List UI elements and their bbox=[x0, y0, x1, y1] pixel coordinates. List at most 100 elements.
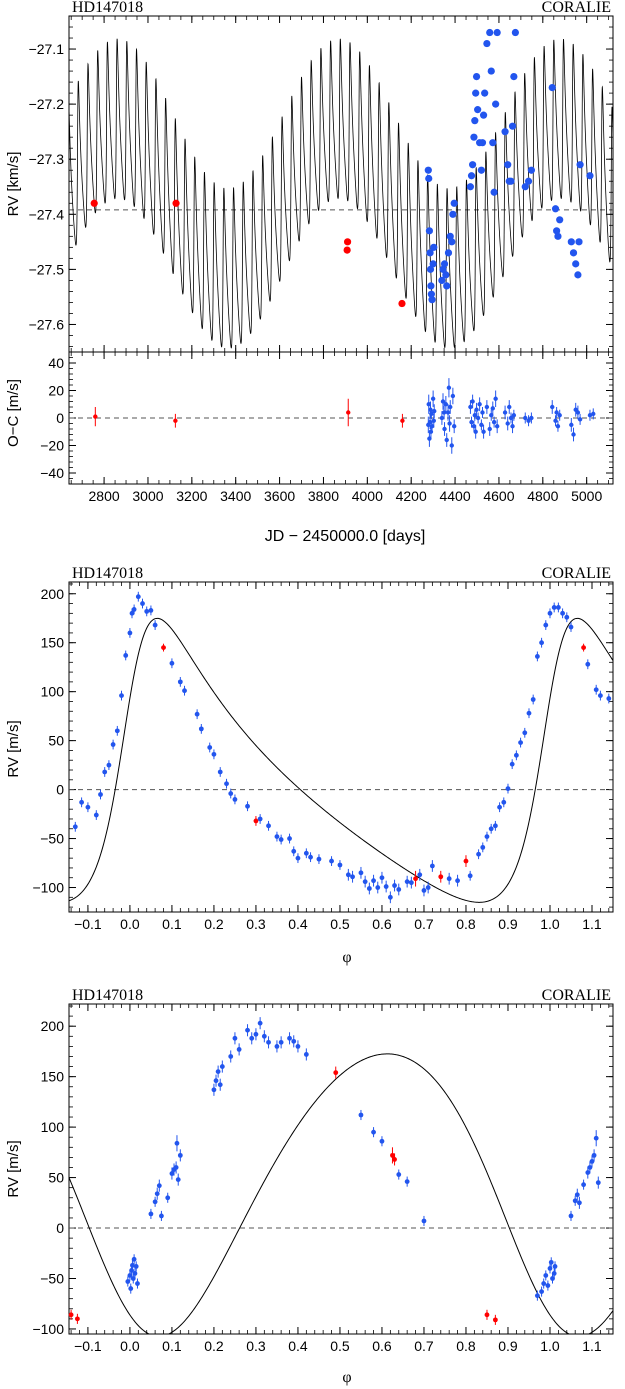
coralie-post-point bbox=[133, 1263, 139, 1269]
coralie-post-point bbox=[417, 872, 423, 878]
coralie-post-point bbox=[508, 122, 517, 130]
phase-b-panel: HD147018 CORALIE RV [m/s] φ −100 −50 0 50 10… bbox=[5, 565, 614, 966]
coralie-post-point bbox=[350, 874, 355, 880]
coralie-post-point bbox=[593, 687, 599, 693]
coralie-post-point bbox=[470, 133, 478, 141]
x-tick-label: 0.5 bbox=[330, 1338, 350, 1354]
coralie-post-point bbox=[132, 1271, 138, 1276]
coralie-post-point bbox=[569, 422, 574, 428]
coralie-pre-point bbox=[93, 414, 98, 419]
y-tick-label: −27.1 bbox=[29, 41, 65, 57]
coralie-post-point bbox=[266, 823, 271, 829]
coralie-post-point bbox=[443, 402, 449, 407]
coralie-post-point bbox=[564, 614, 570, 620]
coralie-post-point bbox=[572, 1198, 578, 1204]
coralie-post-point bbox=[156, 1183, 162, 1189]
coralie-post-point bbox=[502, 410, 508, 415]
y-axis-label: RV [km/s] bbox=[5, 152, 22, 217]
coralie-post-point bbox=[431, 418, 436, 423]
coralie-post-point bbox=[474, 407, 479, 412]
coralie-post-point bbox=[529, 415, 534, 421]
coralie-post-point bbox=[472, 89, 480, 97]
coralie-post-point bbox=[245, 1027, 250, 1033]
coralie-post-point bbox=[152, 622, 158, 628]
x-tick-label: 1.0 bbox=[540, 916, 560, 932]
coralie-post-point bbox=[224, 781, 229, 787]
star-name-label: HD147018 bbox=[72, 565, 143, 582]
coralie-post-point bbox=[379, 1138, 385, 1144]
coralie-post-point bbox=[490, 188, 498, 196]
coralie-post-point bbox=[232, 1035, 238, 1041]
x-axis-label: φ bbox=[342, 1369, 351, 1386]
phase-c-panel: HD147018 CORALIE RV [m/s] φ −100 −50 0 50 10… bbox=[5, 987, 614, 1386]
x-tick-label: 1.1 bbox=[582, 1338, 602, 1354]
coralie-post-point bbox=[425, 885, 431, 890]
coralie-post-point bbox=[98, 792, 103, 797]
coralie-post-point bbox=[430, 243, 438, 251]
coralie-post-point bbox=[497, 804, 502, 810]
coralie-post-point bbox=[534, 654, 540, 659]
coralie-post-point bbox=[446, 232, 454, 240]
coralie-post-point bbox=[487, 67, 495, 75]
coralie-post-point bbox=[152, 1199, 158, 1205]
coralie-post-point bbox=[131, 607, 137, 612]
coralie-post-point bbox=[510, 72, 518, 81]
coralie-post-point bbox=[553, 418, 558, 423]
x-tick-label: 0.2 bbox=[204, 1338, 224, 1354]
coralie-post-point bbox=[509, 761, 515, 767]
coralie-post-point bbox=[574, 271, 582, 279]
coralie-post-point bbox=[556, 216, 564, 224]
coralie-post-point bbox=[175, 1177, 181, 1182]
y-tick-label: −27.4 bbox=[29, 206, 65, 222]
coralie-post-point bbox=[295, 855, 301, 861]
coralie-post-point bbox=[484, 404, 490, 410]
coralie-post-point bbox=[177, 1152, 183, 1158]
y-tick-label: −27.2 bbox=[29, 96, 65, 112]
coralie-post-point bbox=[554, 410, 559, 415]
coralie-post-point bbox=[451, 424, 457, 429]
coralie-post-point bbox=[574, 1192, 580, 1198]
coralie-pre-point bbox=[253, 818, 259, 824]
plot-frame bbox=[68, 581, 614, 913]
coralie-post-point bbox=[553, 227, 561, 235]
coralie-post-point bbox=[507, 177, 515, 185]
y-tick-label: 50 bbox=[48, 733, 64, 749]
coralie-pre-point bbox=[413, 876, 418, 882]
coralie-post-point bbox=[492, 823, 498, 829]
coralie-post-point bbox=[568, 624, 574, 630]
coralie-post-point bbox=[102, 769, 108, 775]
coralie-pre-point bbox=[68, 1312, 74, 1318]
coralie-post-point bbox=[429, 424, 435, 429]
coralie-post-point bbox=[217, 1082, 223, 1088]
coralie-post-point bbox=[513, 752, 519, 758]
x-tick-label: 0.2 bbox=[204, 916, 224, 932]
coralie-post-point bbox=[449, 210, 457, 218]
coralie-post-point bbox=[446, 385, 452, 390]
coralie-post-point bbox=[169, 1171, 175, 1176]
coralie-post-point bbox=[427, 290, 435, 298]
coralie-post-point bbox=[477, 402, 482, 407]
coralie-post-point bbox=[444, 249, 453, 257]
x-tick-label: −0.1 bbox=[74, 1338, 102, 1354]
coralie-post-point bbox=[379, 875, 385, 881]
coralie-post-point bbox=[593, 1135, 599, 1141]
coralie-post-point bbox=[261, 1033, 267, 1039]
coralie-post-point bbox=[444, 437, 449, 443]
coralie-post-point bbox=[371, 1129, 376, 1135]
coralie-pre-point bbox=[463, 858, 469, 864]
coralie-pre-point bbox=[346, 410, 351, 415]
coralie-post-point bbox=[530, 697, 536, 702]
coralie-post-point bbox=[569, 249, 578, 257]
coralie-post-point bbox=[477, 166, 485, 174]
x-tick-label: 1.1 bbox=[582, 916, 602, 932]
coralie-post-point bbox=[543, 622, 549, 628]
coralie-post-point bbox=[404, 879, 410, 885]
coralie-post-point bbox=[127, 630, 133, 636]
coralie-post-point bbox=[387, 894, 393, 900]
coralie-post-point bbox=[128, 1286, 134, 1291]
x-tick-label: 0.6 bbox=[372, 1338, 392, 1354]
x-tick-label: 0.4 bbox=[288, 916, 308, 932]
coralie-post-point bbox=[589, 1159, 595, 1164]
coralie-post-point bbox=[481, 89, 489, 97]
